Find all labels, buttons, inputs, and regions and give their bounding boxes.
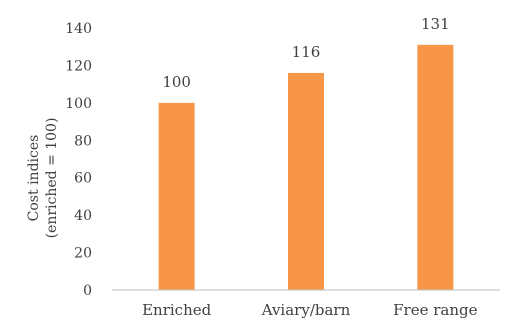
category-label: Free range (393, 301, 477, 319)
y-axis-title-line-1: Cost indices (26, 135, 42, 222)
y-tick-label: 40 (74, 208, 92, 224)
y-tick-label: 80 (74, 133, 92, 149)
bar (288, 72, 324, 291)
data-label: 131 (421, 15, 450, 33)
data-label: 100 (162, 73, 191, 91)
data-labels: 100 116 131 (162, 15, 449, 91)
y-tick-label: 120 (65, 58, 92, 74)
category-labels: Enriched Aviary/barn Free range (142, 301, 478, 319)
y-tick-label: 60 (74, 171, 92, 187)
y-tick-label: 100 (65, 96, 92, 112)
y-tick-label: 0 (83, 283, 92, 299)
category-label: Enriched (142, 301, 212, 319)
y-tick-label: 20 (74, 246, 92, 262)
bar (417, 44, 454, 290)
y-axis-ticks: 0 20 40 60 80 100 120 140 (65, 21, 92, 299)
bars (158, 44, 454, 291)
category-label: Aviary/barn (261, 301, 351, 319)
y-axis-title: Cost indices (enriched = 100) (26, 118, 60, 239)
y-axis-title-line-2: (enriched = 100) (44, 118, 60, 239)
y-tick-label: 140 (65, 21, 92, 37)
data-label: 116 (292, 43, 321, 61)
bar (158, 102, 195, 290)
